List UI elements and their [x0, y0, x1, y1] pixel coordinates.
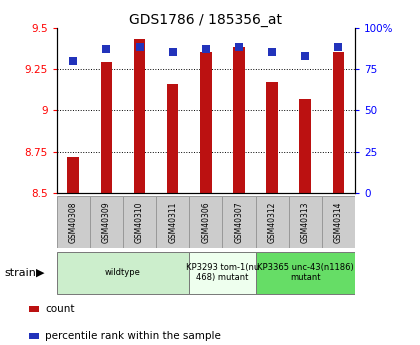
FancyBboxPatch shape — [222, 196, 255, 248]
FancyBboxPatch shape — [255, 252, 355, 294]
Bar — [200, 52, 212, 193]
Text: KP3365 unc-43(n1186)
mutant: KP3365 unc-43(n1186) mutant — [257, 263, 354, 282]
Text: percentile rank within the sample: percentile rank within the sample — [45, 332, 221, 341]
Text: GSM40311: GSM40311 — [168, 201, 177, 243]
Point — [302, 53, 309, 59]
FancyBboxPatch shape — [57, 196, 90, 248]
FancyBboxPatch shape — [255, 196, 289, 248]
Text: GSM40309: GSM40309 — [102, 201, 111, 243]
Bar — [299, 99, 311, 193]
Point — [335, 45, 342, 50]
Bar — [68, 157, 79, 193]
Text: GSM40310: GSM40310 — [135, 201, 144, 243]
FancyBboxPatch shape — [189, 252, 255, 294]
Text: count: count — [45, 304, 74, 314]
Bar — [167, 84, 178, 193]
Text: GSM40306: GSM40306 — [201, 201, 210, 243]
Point — [103, 46, 110, 52]
Text: GSM40308: GSM40308 — [69, 201, 78, 243]
Text: ▶: ▶ — [36, 268, 44, 277]
Bar — [333, 52, 344, 193]
FancyBboxPatch shape — [189, 196, 222, 248]
FancyBboxPatch shape — [289, 196, 322, 248]
Bar — [266, 82, 278, 193]
Point — [236, 45, 242, 50]
Bar — [101, 62, 112, 193]
FancyBboxPatch shape — [156, 196, 189, 248]
Point — [202, 46, 209, 52]
FancyBboxPatch shape — [123, 196, 156, 248]
FancyBboxPatch shape — [322, 196, 355, 248]
Text: GSM40313: GSM40313 — [301, 201, 310, 243]
FancyBboxPatch shape — [90, 196, 123, 248]
Text: wildtype: wildtype — [105, 268, 141, 277]
Bar — [233, 48, 245, 193]
Text: strain: strain — [4, 268, 36, 277]
FancyBboxPatch shape — [57, 252, 189, 294]
Text: GSM40312: GSM40312 — [268, 201, 276, 243]
Point — [70, 58, 76, 63]
Point — [169, 50, 176, 55]
Bar — [134, 39, 145, 193]
Point — [269, 50, 276, 55]
Title: GDS1786 / 185356_at: GDS1786 / 185356_at — [129, 12, 282, 27]
Text: GSM40314: GSM40314 — [334, 201, 343, 243]
Text: GSM40307: GSM40307 — [234, 201, 244, 243]
Point — [136, 45, 143, 50]
Text: KP3293 tom-1(nu
468) mutant: KP3293 tom-1(nu 468) mutant — [186, 263, 259, 282]
